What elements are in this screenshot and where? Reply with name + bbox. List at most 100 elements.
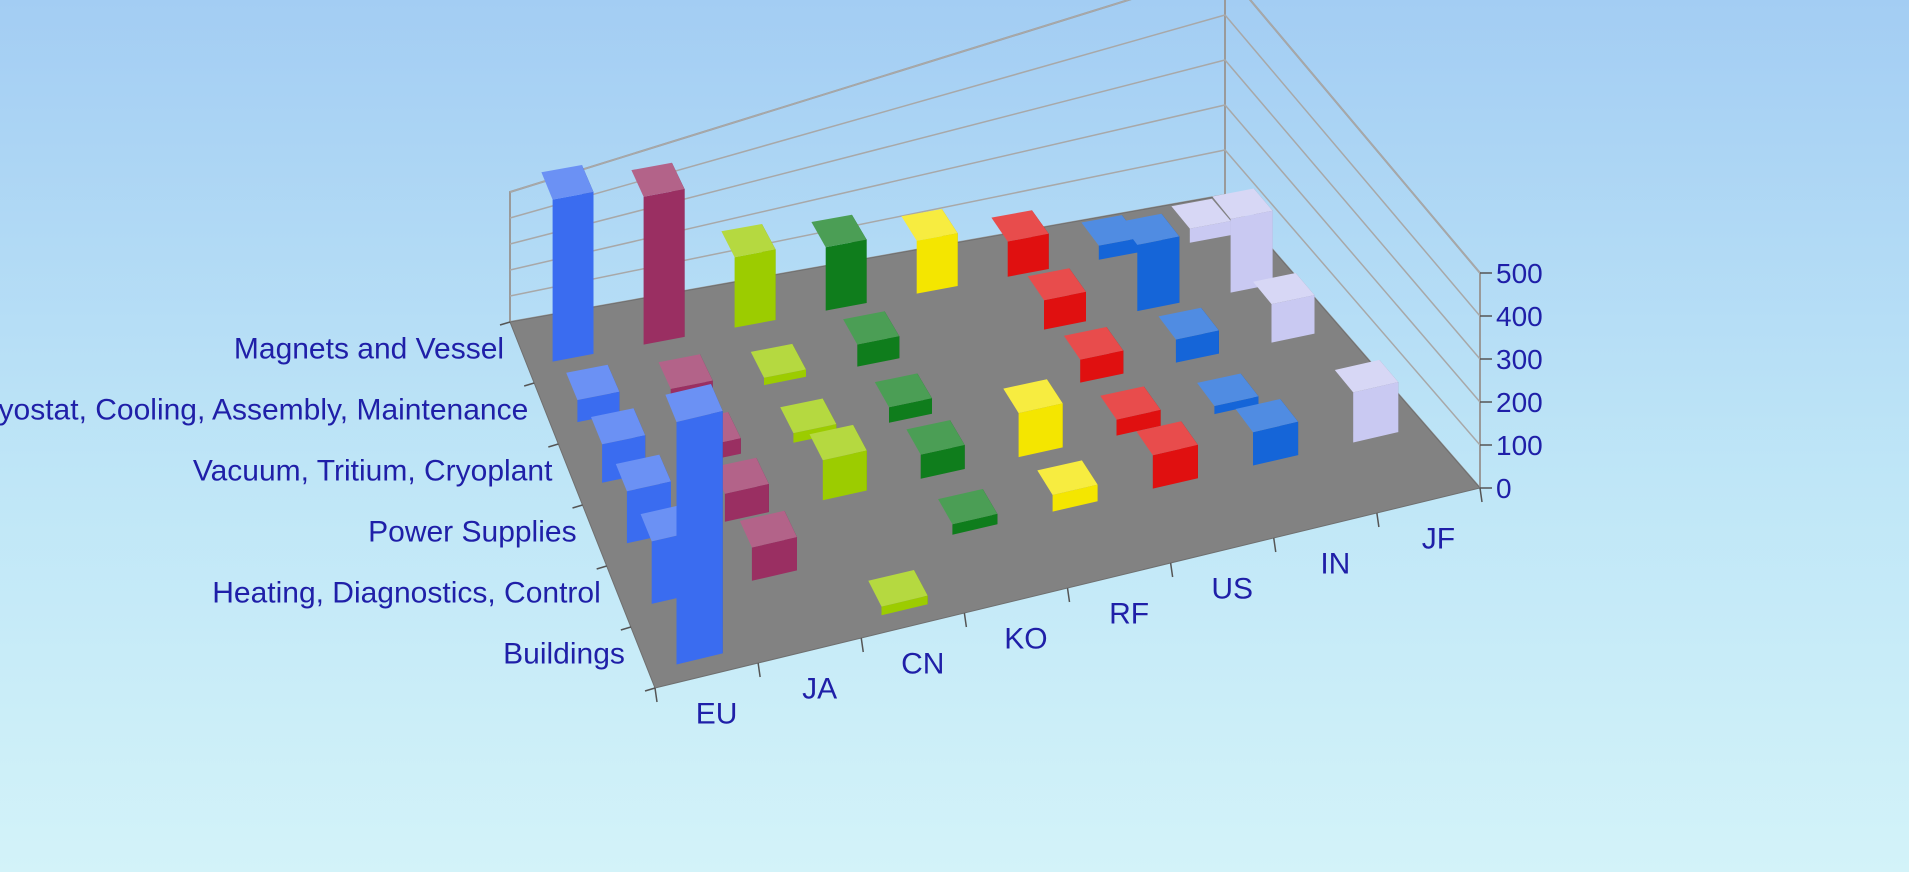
bar-top bbox=[874, 373, 932, 408]
bar-front bbox=[1080, 350, 1124, 383]
value-tick-label: 100 bbox=[1496, 430, 1543, 461]
bar-ja-0 bbox=[631, 162, 685, 345]
bar-jf-0 bbox=[1171, 198, 1231, 243]
bar-top bbox=[631, 162, 685, 197]
bar-top bbox=[843, 311, 900, 345]
bar-us-1 bbox=[1027, 268, 1086, 330]
bar-top bbox=[591, 408, 646, 445]
column-tick bbox=[757, 662, 761, 678]
bar-front bbox=[920, 445, 965, 479]
column-label: RF bbox=[1109, 598, 1149, 631]
column-label: IN bbox=[1320, 548, 1350, 581]
bar-front bbox=[643, 189, 685, 345]
bar-front bbox=[822, 450, 867, 501]
bar-top bbox=[1063, 327, 1124, 360]
column-tick bbox=[1066, 587, 1071, 603]
row-label: Buildings bbox=[503, 638, 625, 671]
gridline bbox=[509, 59, 1481, 360]
bar-jf-1 bbox=[1212, 188, 1273, 293]
column-tick bbox=[1376, 512, 1380, 528]
bar-front bbox=[1052, 484, 1098, 512]
bar-front bbox=[1137, 236, 1180, 312]
row-label: Cryostat, Cooling, Assembly, Maintenance bbox=[0, 394, 528, 427]
bar-top bbox=[750, 343, 806, 378]
row-tick bbox=[523, 382, 535, 387]
bar-rf-3 bbox=[1003, 379, 1063, 458]
bar-jf-2 bbox=[1253, 273, 1315, 343]
bar-top bbox=[1100, 386, 1161, 420]
bar-front bbox=[1007, 233, 1049, 277]
bar-cn-3 bbox=[809, 424, 867, 501]
column-tick bbox=[654, 687, 658, 703]
row-tick bbox=[644, 687, 656, 692]
column-label: JF bbox=[1422, 523, 1455, 556]
row-tick bbox=[548, 443, 559, 448]
bar-top bbox=[658, 354, 713, 389]
bar-cn-1 bbox=[750, 343, 806, 386]
bar-front bbox=[676, 411, 723, 665]
bar-top bbox=[991, 210, 1049, 242]
value-tick-label: 400 bbox=[1496, 301, 1543, 332]
bar-eu-5 bbox=[665, 384, 723, 665]
row-label: Power Supplies bbox=[368, 516, 576, 549]
row-label: Magnets and Vessel bbox=[234, 333, 504, 366]
bar-top bbox=[566, 364, 620, 400]
gridline bbox=[509, 104, 1481, 403]
bar-us-2 bbox=[1063, 327, 1124, 383]
bar-ja-3 bbox=[712, 457, 769, 522]
bar-front bbox=[881, 595, 928, 616]
bar-front bbox=[734, 249, 776, 328]
bar-front bbox=[857, 336, 900, 367]
bar-front bbox=[952, 513, 998, 535]
bar-in-1 bbox=[1120, 213, 1180, 312]
bar-top bbox=[712, 457, 769, 494]
column-tick bbox=[860, 637, 864, 653]
bar-top bbox=[868, 570, 928, 607]
bar-top bbox=[1037, 460, 1098, 495]
bar-top bbox=[615, 454, 671, 492]
bar-top bbox=[809, 424, 867, 461]
bar-top bbox=[1003, 379, 1063, 414]
column-tick bbox=[963, 612, 968, 628]
bar-cn-5 bbox=[868, 570, 928, 616]
bar-ko-1 bbox=[843, 311, 900, 367]
bar-in-4 bbox=[1235, 399, 1299, 466]
bar-front bbox=[1044, 291, 1086, 330]
column-label: JA bbox=[802, 673, 837, 706]
gridline bbox=[509, 14, 1481, 317]
bar-ko-3 bbox=[906, 420, 965, 479]
bar-front bbox=[724, 484, 769, 522]
row-tick bbox=[499, 321, 511, 326]
value-tick-label: 300 bbox=[1496, 344, 1543, 375]
bar-top bbox=[780, 398, 837, 434]
bar-front bbox=[1253, 421, 1299, 466]
bar-top bbox=[721, 224, 776, 258]
bar-front bbox=[1189, 221, 1231, 243]
bar-us-0 bbox=[991, 210, 1049, 277]
row-tick bbox=[620, 626, 632, 631]
column-label: KO bbox=[1004, 623, 1047, 656]
bar-top bbox=[1235, 399, 1299, 433]
bar-top bbox=[1197, 373, 1259, 406]
bar-top bbox=[1212, 188, 1273, 219]
column-label: EU bbox=[696, 698, 738, 731]
bar-front bbox=[552, 192, 594, 362]
column-label: US bbox=[1211, 573, 1253, 606]
bar-top bbox=[906, 420, 965, 455]
bar-top bbox=[739, 510, 797, 548]
chart-labels: Magnets and Vessel Cryostat, Cooling, Ass… bbox=[0, 258, 1543, 731]
bar-front bbox=[825, 239, 867, 311]
bar-jf-4 bbox=[1334, 359, 1399, 443]
bar-ja-4 bbox=[739, 510, 797, 581]
column-tick bbox=[1479, 487, 1483, 503]
bar-cn-0 bbox=[721, 224, 776, 328]
gridline bbox=[509, 0, 1481, 274]
bar-front bbox=[1018, 403, 1063, 458]
bar-top bbox=[1136, 421, 1198, 456]
bar-ko-0 bbox=[811, 214, 867, 311]
column-tick bbox=[1273, 537, 1277, 553]
bar-front bbox=[1098, 238, 1140, 260]
bar-eu-0 bbox=[541, 165, 594, 362]
bar-front bbox=[916, 233, 958, 294]
